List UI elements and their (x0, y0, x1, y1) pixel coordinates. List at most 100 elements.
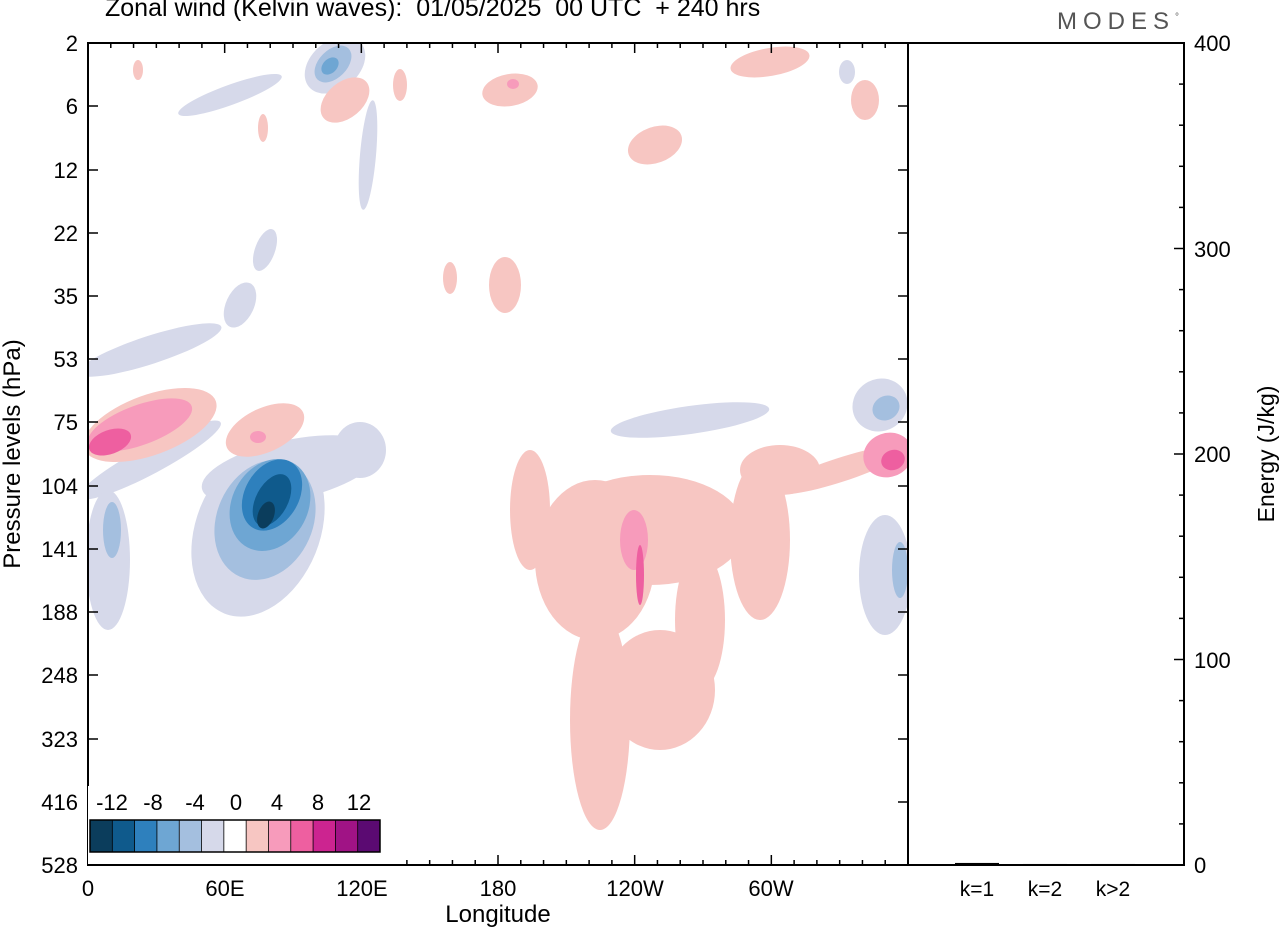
energy-tick-label: 400 (1194, 31, 1231, 56)
colorbar-swatch (201, 820, 225, 852)
positive-contour (507, 79, 519, 89)
negative-contour (223, 282, 257, 328)
colorbar-label: -4 (185, 790, 205, 815)
energy-axis-title: Energy (J/kg) (1253, 386, 1279, 523)
colorbar-swatch (268, 820, 292, 852)
colorbar-labels: -12 -8 -4 0 4 8 12 (96, 790, 371, 815)
colorbar-swatch (357, 820, 381, 852)
positive-contour (851, 80, 879, 120)
chart-title: Zonal wind (Kelvin waves): 01/05/2025 00… (105, 0, 761, 22)
colorbar-swatch (223, 820, 247, 852)
negative-contour (859, 515, 908, 635)
brand-name: MODES (1057, 8, 1176, 35)
negative-contour (321, 57, 339, 75)
x-axis-title: Longitude (445, 901, 550, 928)
positive-contour (320, 77, 370, 123)
negative-contour (334, 422, 386, 478)
positive-contour (443, 262, 457, 294)
y-tick-label: 323 (41, 727, 78, 752)
colorbar-swatch (90, 820, 113, 852)
x-tick-label: 0 (82, 876, 94, 901)
y-tick-label: 528 (41, 853, 78, 878)
brand-logo: MODES° (1057, 8, 1179, 36)
y-axis-title: Pressure levels (hPa) (0, 339, 26, 568)
negative-contour (103, 502, 121, 558)
y-tick-label: 104 (41, 474, 78, 499)
y-tick-label: 416 (41, 790, 78, 815)
x-tick-label: 120W (606, 876, 664, 901)
y-tick-label: 2 (66, 31, 78, 56)
energy-panel-frame (907, 42, 1185, 866)
positive-contour (675, 550, 725, 690)
positive-contour (730, 46, 810, 78)
negative-contour (610, 402, 770, 438)
category-label: k=1 (960, 878, 994, 901)
y-tick-label: 12 (54, 158, 78, 183)
negative-contour (872, 395, 900, 421)
contour-field (88, 43, 908, 830)
x-tick-label: 60W (748, 876, 793, 901)
negative-contour (358, 100, 378, 210)
positive-contour (627, 125, 683, 165)
energy-tick-label: 0 (1194, 853, 1206, 878)
colorbar-swatch (112, 820, 136, 852)
negative-contour (892, 542, 908, 598)
x-axis-longitude: 0 60E 120E 180 120W 60W (82, 876, 794, 901)
y-axis-energy: 400 300 200 100 0 (1194, 31, 1231, 878)
y-axis-pressure: 2 6 12 22 35 53 75 104 141 188 248 323 4… (41, 31, 78, 878)
colorbar-swatch (134, 820, 158, 852)
positive-contour (636, 545, 644, 605)
colorbar-swatches (90, 820, 381, 852)
negative-contour (257, 501, 275, 529)
energy-tick-label: 300 (1194, 237, 1231, 262)
colorbar-swatch (313, 820, 336, 852)
colorbar-swatch (156, 820, 180, 852)
negative-contour (178, 73, 282, 117)
category-label: k=2 (1028, 878, 1062, 901)
colorbar-label: 0 (230, 790, 242, 815)
category-label: k>2 (1096, 878, 1130, 901)
positive-contour (881, 449, 905, 471)
positive-contour (250, 431, 266, 443)
positive-contour (510, 450, 550, 570)
positive-contour (225, 403, 305, 457)
positive-contour (393, 69, 407, 101)
colorbar-label: 4 (271, 790, 283, 815)
energy-tick-label: 200 (1194, 442, 1231, 467)
negative-contour (252, 229, 278, 271)
positive-contour (88, 428, 132, 456)
contour-layer (88, 43, 908, 830)
colorbar-frame (89, 819, 381, 853)
positive-contour (489, 257, 521, 313)
colorbar-swatch (335, 820, 359, 852)
negative-contour (839, 60, 855, 84)
colorbar-label: 8 (312, 790, 324, 815)
colorbar: -12 -8 -4 0 4 8 12 (88, 786, 388, 864)
x-tick-label: 120E (336, 876, 387, 901)
y-tick-label: 188 (41, 600, 78, 625)
y-tick-label: 35 (54, 284, 78, 309)
colorbar-swatch (290, 820, 314, 852)
positive-contour (620, 510, 648, 570)
energy-categories: k=1 k=2 k>2 (960, 878, 1130, 901)
energy-tick-label: 100 (1194, 648, 1231, 673)
colorbar-label: -8 (143, 790, 163, 815)
colorbar-label: 12 (347, 790, 371, 815)
positive-contour (730, 460, 790, 620)
x-tick-label: 60E (205, 876, 244, 901)
y-tick-label: 22 (54, 221, 78, 246)
y-tick-label: 141 (41, 537, 78, 562)
positive-contour (258, 114, 268, 142)
axis-ticks (87, 42, 1184, 866)
colorbar-label: -12 (96, 790, 128, 815)
negative-contour (88, 323, 222, 377)
colorbar-swatch (246, 820, 269, 852)
positive-contour (482, 73, 538, 107)
y-tick-label: 6 (66, 94, 78, 119)
y-tick-label: 75 (54, 410, 78, 435)
positive-contour (133, 60, 143, 80)
colorbar-swatch (179, 820, 203, 852)
brand-mark: ° (1175, 12, 1180, 23)
y-tick-label: 53 (54, 347, 78, 372)
